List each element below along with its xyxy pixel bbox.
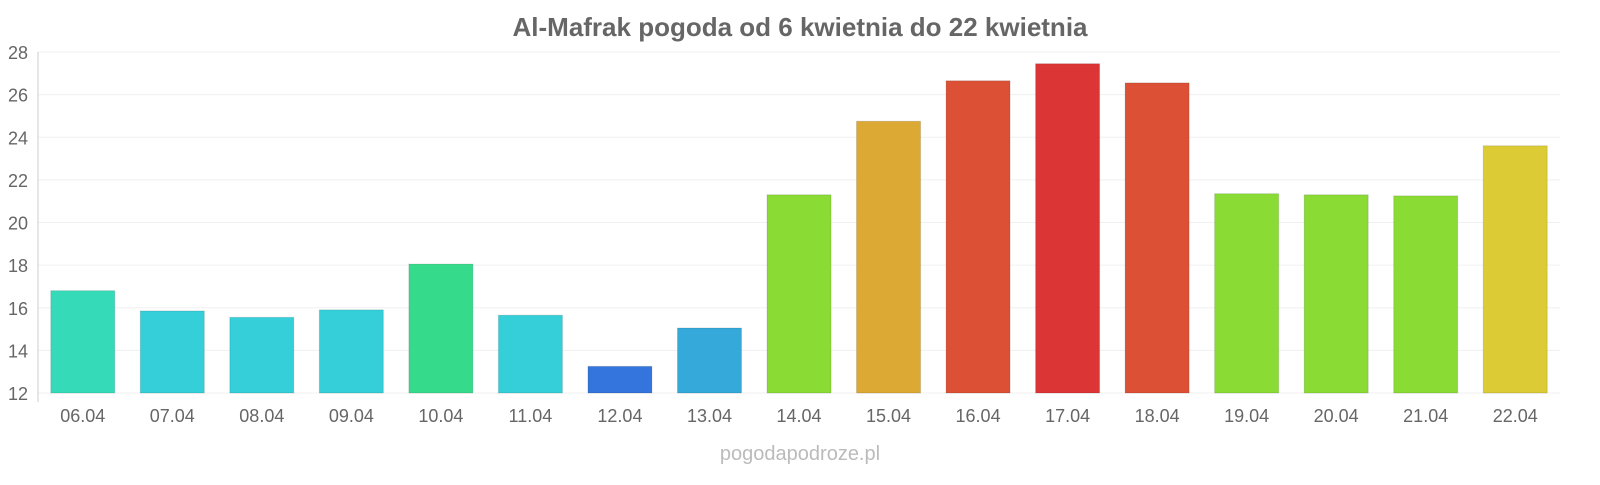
watermark: pogodapodroze.pl — [720, 443, 880, 465]
y-tick-label: 16 — [8, 299, 28, 319]
y-tick-label: 18 — [8, 256, 28, 276]
bar-17.04[interactable] — [1035, 63, 1101, 394]
x-tick-label: 08.04 — [239, 406, 284, 426]
bar-20.04[interactable] — [1303, 194, 1369, 394]
bar-07.04[interactable] — [139, 310, 205, 394]
x-tick-label: 19.04 — [1224, 406, 1269, 426]
x-tick-label: 12.04 — [597, 406, 642, 426]
x-tick-label: 07.04 — [150, 406, 195, 426]
bar-21.04[interactable] — [1393, 195, 1459, 394]
x-tick-label: 21.04 — [1403, 406, 1448, 426]
bar-18.04[interactable] — [1124, 82, 1190, 394]
bar-22.04[interactable] — [1482, 145, 1548, 394]
y-tick-label: 22 — [8, 171, 28, 191]
bars — [50, 63, 1548, 394]
chart-title: Al-Mafrak pogoda od 6 kwietnia do 22 kwi… — [513, 12, 1089, 42]
x-tick-label: 20.04 — [1314, 406, 1359, 426]
x-tick-label: 06.04 — [60, 406, 105, 426]
x-tick-label: 14.04 — [776, 406, 821, 426]
x-tick-label: 15.04 — [866, 406, 911, 426]
bar-19.04[interactable] — [1214, 193, 1280, 394]
bar-10.04[interactable] — [408, 263, 474, 394]
y-tick-label: 28 — [8, 43, 28, 63]
y-tick-label: 14 — [8, 341, 28, 361]
bar-09.04[interactable] — [318, 309, 384, 394]
bar-16.04[interactable] — [945, 80, 1011, 394]
bar-06.04[interactable] — [50, 290, 116, 394]
bar-14.04[interactable] — [766, 194, 832, 394]
y-axis: 12 14 16 18 20 22 24 26 28 — [8, 43, 28, 404]
x-tick-label: 13.04 — [687, 406, 732, 426]
x-tick-label: 09.04 — [329, 406, 374, 426]
x-tick-label: 16.04 — [956, 406, 1001, 426]
x-tick-label: 10.04 — [418, 406, 463, 426]
x-tick-label: 17.04 — [1045, 406, 1090, 426]
bar-13.04[interactable] — [676, 327, 742, 394]
bar-08.04[interactable] — [229, 316, 295, 394]
bar-11.04[interactable] — [497, 314, 563, 394]
y-tick-label: 26 — [8, 86, 28, 106]
bar-12.04[interactable] — [587, 365, 653, 394]
y-tick-label: 12 — [8, 384, 28, 404]
y-tick-label: 24 — [8, 128, 28, 148]
x-tick-label: 18.04 — [1135, 406, 1180, 426]
x-axis: 06.04 07.04 08.04 09.04 10.04 11.04 12.04 13.04… — [60, 406, 1538, 426]
x-tick-label: 11.04 — [509, 406, 553, 426]
y-tick-label: 20 — [8, 214, 28, 234]
x-tick-label: 22.04 — [1493, 406, 1538, 426]
bar-15.04[interactable] — [856, 120, 922, 394]
